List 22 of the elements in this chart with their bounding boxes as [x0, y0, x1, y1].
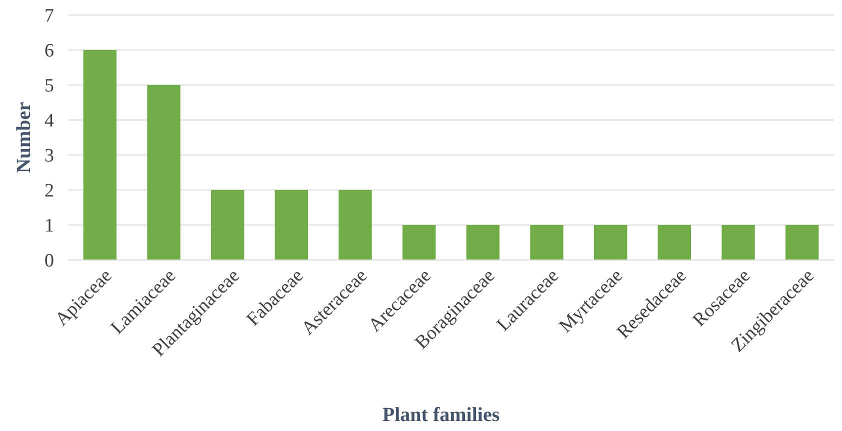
bar — [530, 225, 564, 260]
bar — [785, 225, 819, 260]
y-tick-label: 0 — [44, 250, 54, 272]
bar — [210, 190, 244, 260]
bar — [274, 190, 308, 260]
y-tick-label: 4 — [44, 110, 54, 132]
x-axis-title: Plant families — [382, 404, 500, 426]
bar — [594, 225, 628, 260]
y-tick-label: 1 — [44, 216, 54, 237]
bar — [147, 85, 180, 260]
y-tick-label: 6 — [44, 40, 54, 62]
y-tick-label: 3 — [44, 146, 54, 167]
bar — [83, 50, 117, 260]
bar — [466, 225, 500, 260]
bar — [722, 225, 755, 260]
y-tick-label: 7 — [44, 6, 54, 27]
y-tick-label: 5 — [44, 76, 54, 97]
bar — [402, 225, 436, 260]
y-tick-label: 2 — [44, 180, 54, 202]
y-axis-title: Number — [13, 102, 35, 174]
bar — [338, 190, 372, 260]
bar — [658, 225, 692, 260]
